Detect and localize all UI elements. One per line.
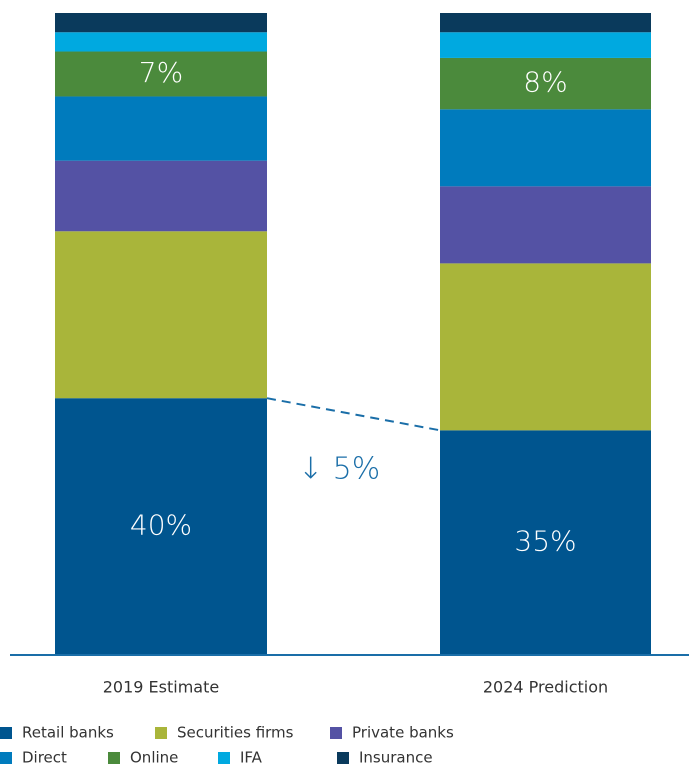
bar-segment <box>440 263 651 431</box>
legend-swatch <box>155 727 167 739</box>
value-label: 35% <box>514 525 576 558</box>
value-label: 8% <box>523 66 567 99</box>
legend-label: Direct <box>22 749 67 767</box>
bar-segment <box>55 398 267 655</box>
bar-segment <box>55 13 267 33</box>
legend-label: Online <box>130 749 178 767</box>
value-label: 7% <box>139 56 183 89</box>
bar-segment <box>55 160 267 232</box>
legend-label: Retail banks <box>22 724 114 742</box>
bar-segment <box>440 57 651 110</box>
legend-swatch <box>0 727 12 739</box>
bar-segment <box>440 186 651 264</box>
category-label: 2019 Estimate <box>103 678 219 697</box>
bar-segment <box>55 51 267 97</box>
bar-segment <box>440 109 651 187</box>
legend-label: Insurance <box>359 749 433 767</box>
bar-segment <box>55 231 267 399</box>
legend-swatch <box>218 752 230 764</box>
bar-segment <box>440 13 651 33</box>
annotation: ↓ 5% <box>298 452 380 487</box>
legend-swatch <box>337 752 349 764</box>
legend-label: Securities firms <box>177 724 294 742</box>
value-label: 40% <box>130 509 192 542</box>
bar-segment <box>55 32 267 52</box>
legend-swatch <box>0 752 12 764</box>
connector <box>266 397 441 432</box>
legend-swatch <box>330 727 342 739</box>
legend-swatch <box>108 752 120 764</box>
bar-segment <box>440 430 651 655</box>
legend-label: Private banks <box>352 724 454 742</box>
bar-segment <box>55 96 267 161</box>
category-label: 2024 Prediction <box>483 678 608 697</box>
legend-label: IFA <box>240 749 263 767</box>
bar-segment <box>440 32 651 58</box>
